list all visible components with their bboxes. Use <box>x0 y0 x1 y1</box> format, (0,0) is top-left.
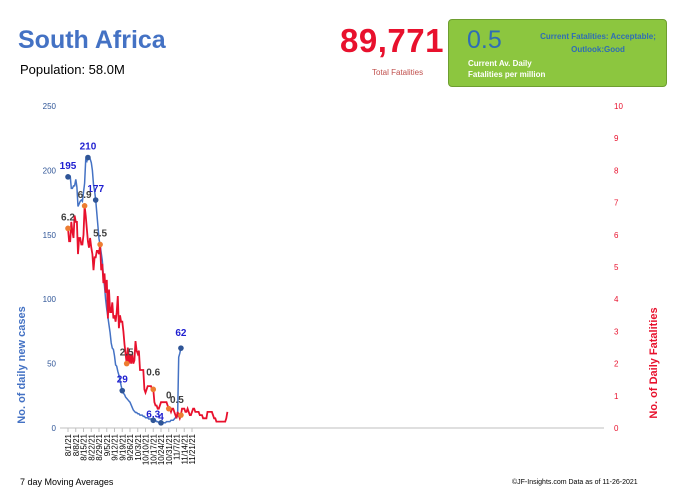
cases-data-label: 4 <box>158 412 164 423</box>
y-tick-label-right: 5 <box>614 263 619 272</box>
cases-marker <box>85 154 91 161</box>
right-axis-ticks: 0 1 2 3 4 5 6 7 8 9 10 <box>614 102 623 433</box>
fatalities-marker <box>97 241 103 248</box>
x-tick-label: 10/3/21 <box>134 433 143 460</box>
x-tick-label: 8/15/21 <box>80 433 89 460</box>
fatalities-marker <box>165 405 172 412</box>
daily-fatality-rate: 0.5 <box>467 26 502 54</box>
y-tick-label-left: 100 <box>43 295 57 304</box>
y-tick-label-left: 150 <box>43 231 57 240</box>
x-tick-label: 10/24/21 <box>157 433 166 465</box>
left-axis-ticks: 0 50 100 150 200 250 <box>43 102 57 433</box>
daily-rate-label-line-2: Fatalities per million <box>468 70 546 79</box>
cases-marker <box>150 417 157 424</box>
y-tick-label-right: 6 <box>614 231 619 240</box>
x-tick-label: 11/7/21 <box>173 433 182 460</box>
y-tick-label-right: 0 <box>614 424 619 433</box>
y-tick-label-left: 200 <box>43 166 57 175</box>
cases-data-label: 177 <box>87 184 104 195</box>
y-tick-label-right: 7 <box>614 199 619 208</box>
fatalities-marker <box>123 360 130 367</box>
fatalities-data-label: 0 <box>166 391 172 402</box>
cases-marker <box>92 197 99 203</box>
fatalities-data-label: 0.6 <box>146 367 160 378</box>
fatalities-data-label: 0.5 <box>170 395 184 406</box>
y-tick-label-left: 250 <box>43 102 57 111</box>
x-tick-label: 9/5/21 <box>103 433 112 456</box>
fatalities-data-label: 2.5 <box>120 348 134 359</box>
fatalities-marker <box>178 412 184 418</box>
footer-note: 7 day Moving Averages <box>20 477 114 487</box>
status-text: Current Fatalities: Acceptable; Outlook:… <box>531 30 665 56</box>
cases-data-label: 195 <box>60 161 77 172</box>
cases-marker <box>65 174 71 180</box>
fatalities-marker <box>65 225 71 232</box>
fatalities-marker <box>81 203 88 209</box>
fatalities-data-label: 6.9 <box>78 190 92 201</box>
x-tick-label: 8/8/21 <box>72 433 81 456</box>
x-tick-label: 11/21/21 <box>188 433 197 464</box>
cases-data-label: 62 <box>175 328 187 339</box>
cases-data-label: 6.3 <box>146 409 160 420</box>
y-tick-label-right: 8 <box>614 166 619 175</box>
fatalities-data-label: 5.5 <box>93 228 107 239</box>
y-tick-label-right: 9 <box>614 134 619 143</box>
x-tick-label: 9/12/21 <box>111 433 120 460</box>
y-tick-label-right: 1 <box>614 392 619 401</box>
status-line-2: Outlook:Good <box>571 45 625 54</box>
y-axis-title-left: No. of daily new cases <box>16 306 28 423</box>
y-tick-label-right: 2 <box>614 360 619 369</box>
y-tick-label-left: 0 <box>52 424 57 433</box>
country-title: South Africa <box>18 26 166 54</box>
x-tick-label: 10/10/21 <box>142 433 151 465</box>
population-label: Population: 58.0M <box>20 62 125 77</box>
daily-fatality-rate-label: Current Av. Daily Fatalities per million <box>468 58 588 80</box>
status-line-1: Current Fatalities: Acceptable; <box>540 32 656 41</box>
x-tick-label: 10/17/21 <box>149 433 158 465</box>
x-axis-ticks: 8/1/218/8/218/15/218/22/218/29/219/5/219… <box>64 428 197 465</box>
cases-data-label: 29 <box>117 375 129 386</box>
fatalities-data-label: 6.2 <box>61 212 75 223</box>
x-tick-label: 9/19/21 <box>118 433 127 460</box>
cases-marker <box>119 387 126 394</box>
x-tick-label: 11/14/21 <box>180 433 189 464</box>
footer-credit: ©JF-Insights.com Data as of 11-26-2021 <box>512 479 638 486</box>
status-box: 0.5 Current Av. Daily Fatalities per mil… <box>448 19 667 87</box>
cases-data-label: 210 <box>80 142 97 153</box>
fatalities-marker <box>150 386 157 393</box>
y-tick-label-left: 50 <box>47 360 56 369</box>
y-axis-title-right: No. of Daily Fatalities <box>648 307 660 418</box>
daily-rate-label-line-1: Current Av. Daily <box>468 59 532 68</box>
series-line-fatalities <box>67 205 229 423</box>
x-tick-label: 8/29/21 <box>95 433 104 460</box>
x-tick-label: 9/26/21 <box>126 433 135 460</box>
y-tick-label-right: 4 <box>614 295 619 304</box>
x-tick-label: 8/1/21 <box>64 433 73 456</box>
total-fatalities-label: Total Fatalities <box>372 68 424 77</box>
cases-marker <box>158 420 164 426</box>
y-tick-label-right: 3 <box>614 327 619 336</box>
y-tick-label-right: 10 <box>614 102 623 111</box>
total-fatalities-value: 89,771 <box>340 22 444 59</box>
x-tick-label: 8/22/21 <box>87 433 96 460</box>
cases-marker <box>178 345 184 351</box>
x-tick-label: 10/31/21 <box>165 433 174 465</box>
